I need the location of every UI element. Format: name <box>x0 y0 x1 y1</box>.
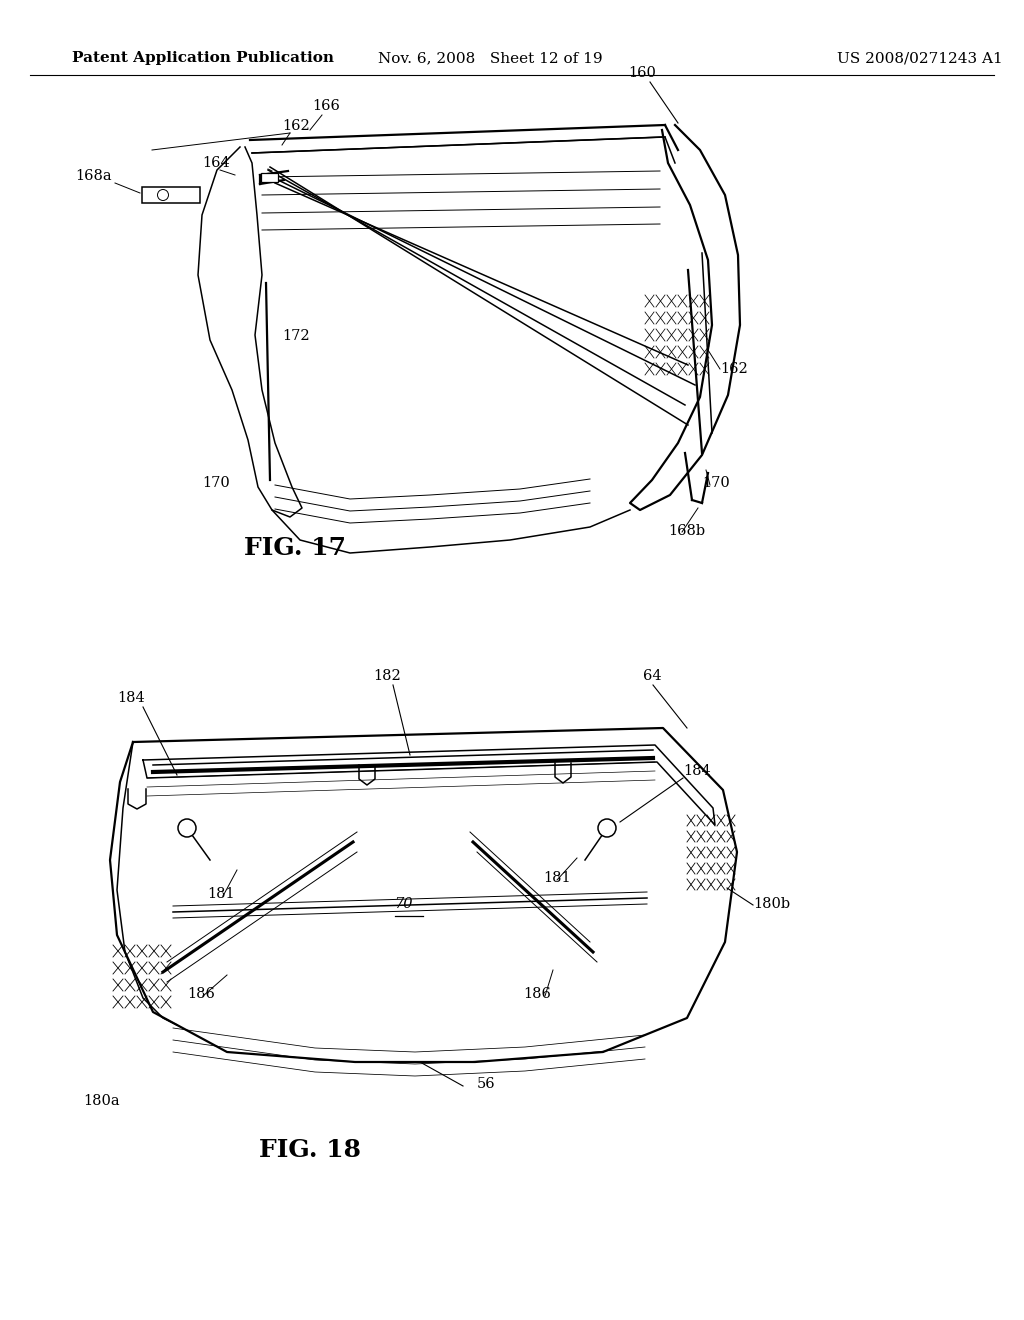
Text: 166: 166 <box>312 99 340 114</box>
Text: 164: 164 <box>202 156 229 170</box>
Text: 180b: 180b <box>753 898 791 911</box>
Text: 172: 172 <box>282 329 309 343</box>
Text: 162: 162 <box>282 119 309 133</box>
Text: Nov. 6, 2008   Sheet 12 of 19: Nov. 6, 2008 Sheet 12 of 19 <box>378 51 602 65</box>
Text: 170: 170 <box>702 477 730 490</box>
Text: 180a: 180a <box>83 1094 120 1107</box>
Text: 162: 162 <box>720 362 748 376</box>
Text: US 2008/0271243 A1: US 2008/0271243 A1 <box>838 51 1002 65</box>
Text: 184: 184 <box>117 690 144 705</box>
Text: 170: 170 <box>202 477 229 490</box>
Text: 160: 160 <box>628 66 656 81</box>
Text: 168a: 168a <box>75 169 112 183</box>
Text: FIG. 17: FIG. 17 <box>244 536 346 560</box>
Circle shape <box>158 190 169 201</box>
Circle shape <box>598 818 616 837</box>
Text: 181: 181 <box>207 887 234 902</box>
Text: 182: 182 <box>373 669 400 682</box>
Bar <box>142 187 200 203</box>
Text: 186: 186 <box>187 987 215 1001</box>
Text: 184: 184 <box>683 764 711 777</box>
Circle shape <box>178 818 196 837</box>
Text: 64: 64 <box>643 669 662 682</box>
Bar <box>261 173 278 182</box>
Text: FIG. 18: FIG. 18 <box>259 1138 361 1162</box>
Text: 186: 186 <box>523 987 551 1001</box>
Text: Patent Application Publication: Patent Application Publication <box>72 51 334 65</box>
Text: 56: 56 <box>477 1077 496 1092</box>
Text: 181: 181 <box>543 871 570 884</box>
Text: 168b: 168b <box>668 524 706 539</box>
Text: 70: 70 <box>394 898 413 911</box>
